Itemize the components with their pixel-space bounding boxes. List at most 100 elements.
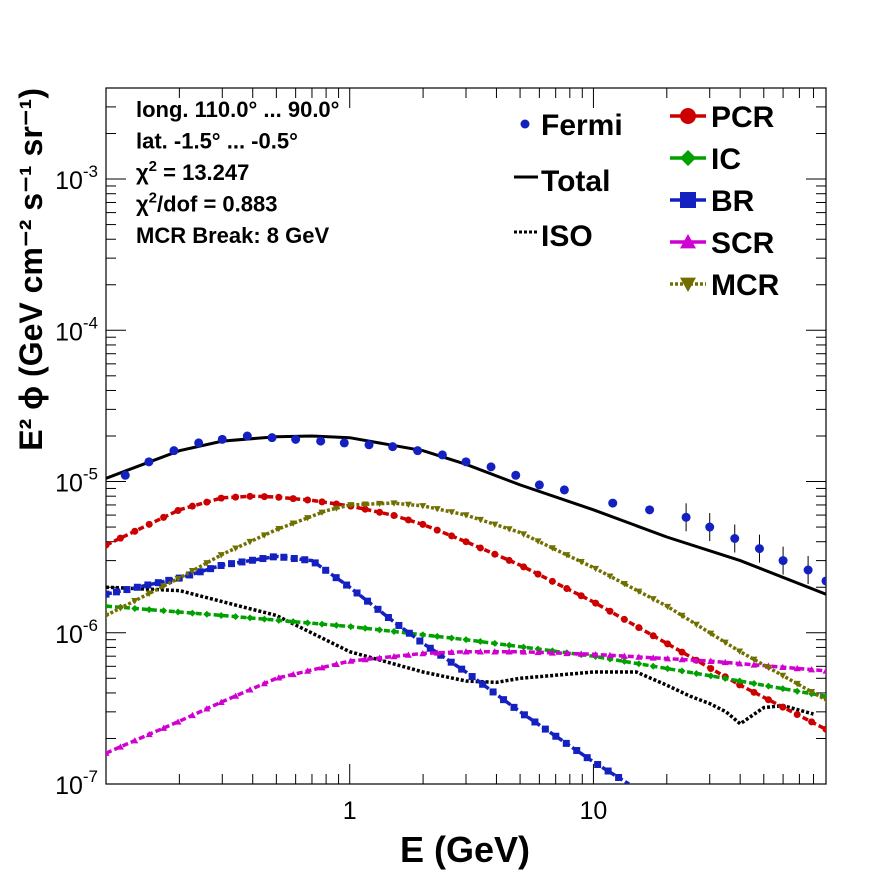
series-marker-br (573, 747, 581, 755)
series-marker-pcr (505, 556, 513, 564)
series-marker-mcr (793, 680, 801, 688)
fermi-point (681, 512, 691, 522)
series-marker-pcr (131, 527, 139, 535)
series-marker-mcr (548, 545, 556, 552)
fermi-point (316, 436, 326, 446)
fermi-point (364, 440, 374, 450)
series-marker-br (479, 680, 487, 688)
series-marker-br (583, 754, 591, 762)
series-marker-scr (548, 649, 556, 656)
series-marker-mcr (217, 552, 225, 559)
series-marker-ic (160, 607, 168, 615)
series-marker-mcr (174, 575, 182, 583)
series-marker-pcr (160, 513, 168, 521)
series-marker-br (604, 767, 612, 775)
series-marker-ic (692, 669, 700, 677)
series-marker-br (552, 732, 560, 740)
series-marker-br (458, 665, 466, 673)
series-marker-mcr (260, 532, 268, 539)
series-marker-br (196, 568, 204, 576)
info-line: χ2/dof = 0.883 (136, 190, 277, 217)
legend-swatch-br (680, 192, 696, 208)
series-marker-mcr (664, 603, 672, 611)
legend-item-br: BR (670, 185, 755, 218)
series-marker-ic (289, 618, 297, 626)
series-line-pcr (106, 494, 826, 731)
series-line-iso (106, 585, 814, 726)
fermi-point (291, 434, 301, 444)
series-marker-ic (750, 680, 758, 688)
series-marker-ic (376, 626, 384, 634)
series-marker-ic (318, 620, 326, 628)
series-marker-br (269, 553, 277, 561)
series-marker-ic (203, 610, 211, 618)
series-marker-br (311, 559, 319, 567)
series-marker-ic (174, 608, 182, 616)
series-marker-ic (779, 685, 787, 693)
series-marker-ic (217, 611, 225, 619)
series-marker-pcr (376, 508, 384, 516)
info-line: χ2 = 13.247 (136, 158, 249, 185)
fermi-point (242, 431, 252, 441)
series-marker-br (405, 629, 413, 637)
series-marker-scr (793, 664, 801, 672)
series-marker-mcr (779, 672, 787, 680)
series-marker-ic (260, 615, 268, 623)
series-marker-scr (707, 657, 715, 664)
series-marker-mcr (635, 588, 643, 595)
series-marker-ic (246, 614, 254, 622)
series-marker-pcr (476, 544, 484, 552)
series-marker-mcr (808, 688, 816, 696)
series-marker-pcr (678, 648, 686, 656)
series-marker-mcr (505, 526, 513, 533)
series-marker-pcr (779, 703, 787, 711)
fermi-point (169, 446, 179, 456)
series-marker-scr (203, 705, 211, 712)
legend-label-pcr: PCR (711, 101, 775, 134)
series-marker-mcr (491, 521, 499, 528)
series-marker-ic (649, 662, 657, 670)
series-marker-scr (577, 650, 585, 657)
series-marker-ic (304, 619, 312, 627)
series-marker-br (541, 725, 549, 733)
legend-item-scr: SCR (670, 227, 775, 260)
y-tick-label: 10-7 (55, 767, 98, 800)
legend-item-iso: ISO (514, 220, 593, 253)
series-marker-pcr (606, 607, 614, 615)
fermi-point (705, 522, 715, 532)
series-marker-br (416, 637, 424, 645)
series-marker-pcr (793, 711, 801, 719)
series-marker-br (332, 574, 340, 582)
series-marker-scr (448, 648, 456, 656)
series-marker-scr (361, 655, 369, 663)
series-marker-br (562, 739, 570, 747)
series-marker-br (144, 581, 152, 589)
series-marker-pcr (649, 632, 657, 640)
series-marker-pcr (577, 592, 585, 600)
series-marker-mcr (390, 500, 398, 507)
series-marker-pcr (246, 492, 254, 500)
series-marker-scr (592, 650, 600, 658)
legend-item-fermi: Fermi (520, 109, 623, 142)
series-marker-mcr (707, 630, 715, 637)
y-axis-title: E² ϕ (GeV cm⁻² s⁻¹ sr⁻¹) (13, 88, 49, 451)
fermi-point (534, 480, 544, 490)
series-marker-scr (721, 658, 729, 666)
series-marker-ic (106, 602, 110, 610)
series-marker-scr (520, 648, 528, 655)
series-marker-br (615, 774, 623, 782)
series-marker-br (437, 651, 445, 659)
series-marker-ic (390, 628, 398, 636)
fermi-point (486, 462, 496, 472)
series-marker-scr (433, 649, 441, 656)
series-marker-scr (606, 651, 614, 659)
series-marker-ic (707, 672, 715, 680)
series-marker-ic (131, 604, 139, 612)
series-marker-mcr (361, 501, 369, 508)
series-iso (106, 585, 814, 726)
series-marker-mcr (649, 596, 657, 603)
series-marker-scr (534, 648, 542, 656)
series-marker-scr (678, 655, 686, 663)
series-marker-ic (635, 660, 643, 668)
series-marker-pcr (145, 520, 153, 528)
